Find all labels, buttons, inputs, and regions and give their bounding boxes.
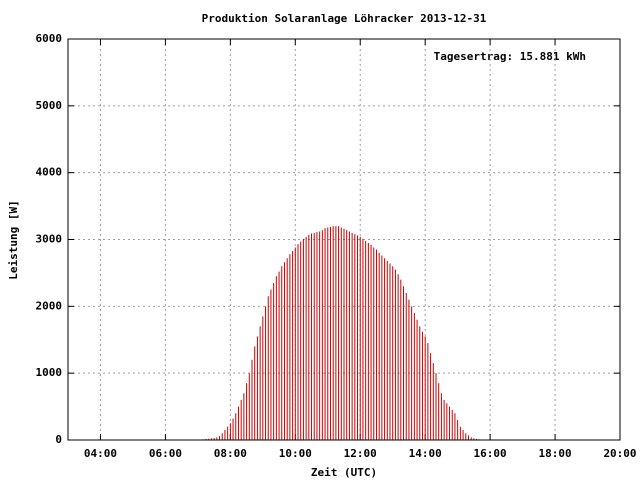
x-tick-label: 12:00 bbox=[344, 447, 377, 460]
x-tick-label: 14:00 bbox=[409, 447, 442, 460]
x-tick-label: 04:00 bbox=[84, 447, 117, 460]
x-tick-label: 10:00 bbox=[279, 447, 312, 460]
x-axis-label: Zeit (UTC) bbox=[311, 466, 377, 479]
y-tick-label: 1000 bbox=[36, 366, 63, 379]
x-tick-label: 20:00 bbox=[603, 447, 636, 460]
y-tick-label: 6000 bbox=[36, 32, 63, 45]
plot-frame bbox=[67, 38, 621, 441]
y-tick-label: 3000 bbox=[36, 233, 63, 246]
x-tick-label: 08:00 bbox=[214, 447, 247, 460]
y-tick-label: 0 bbox=[55, 433, 62, 446]
y-tick-label: 2000 bbox=[36, 299, 63, 312]
y-axis-label: Leistung [W] bbox=[7, 200, 20, 279]
x-tick-label: 18:00 bbox=[538, 447, 571, 460]
y-tick-label: 5000 bbox=[36, 99, 63, 112]
chart-title: Produktion Solaranlage Löhracker 2013-12… bbox=[202, 12, 487, 25]
annotation: Tagesertrag: 15.881 kWh bbox=[434, 50, 586, 63]
y-tick-label: 4000 bbox=[36, 166, 63, 179]
x-tick-label: 16:00 bbox=[474, 447, 507, 460]
x-tick-label: 06:00 bbox=[149, 447, 182, 460]
